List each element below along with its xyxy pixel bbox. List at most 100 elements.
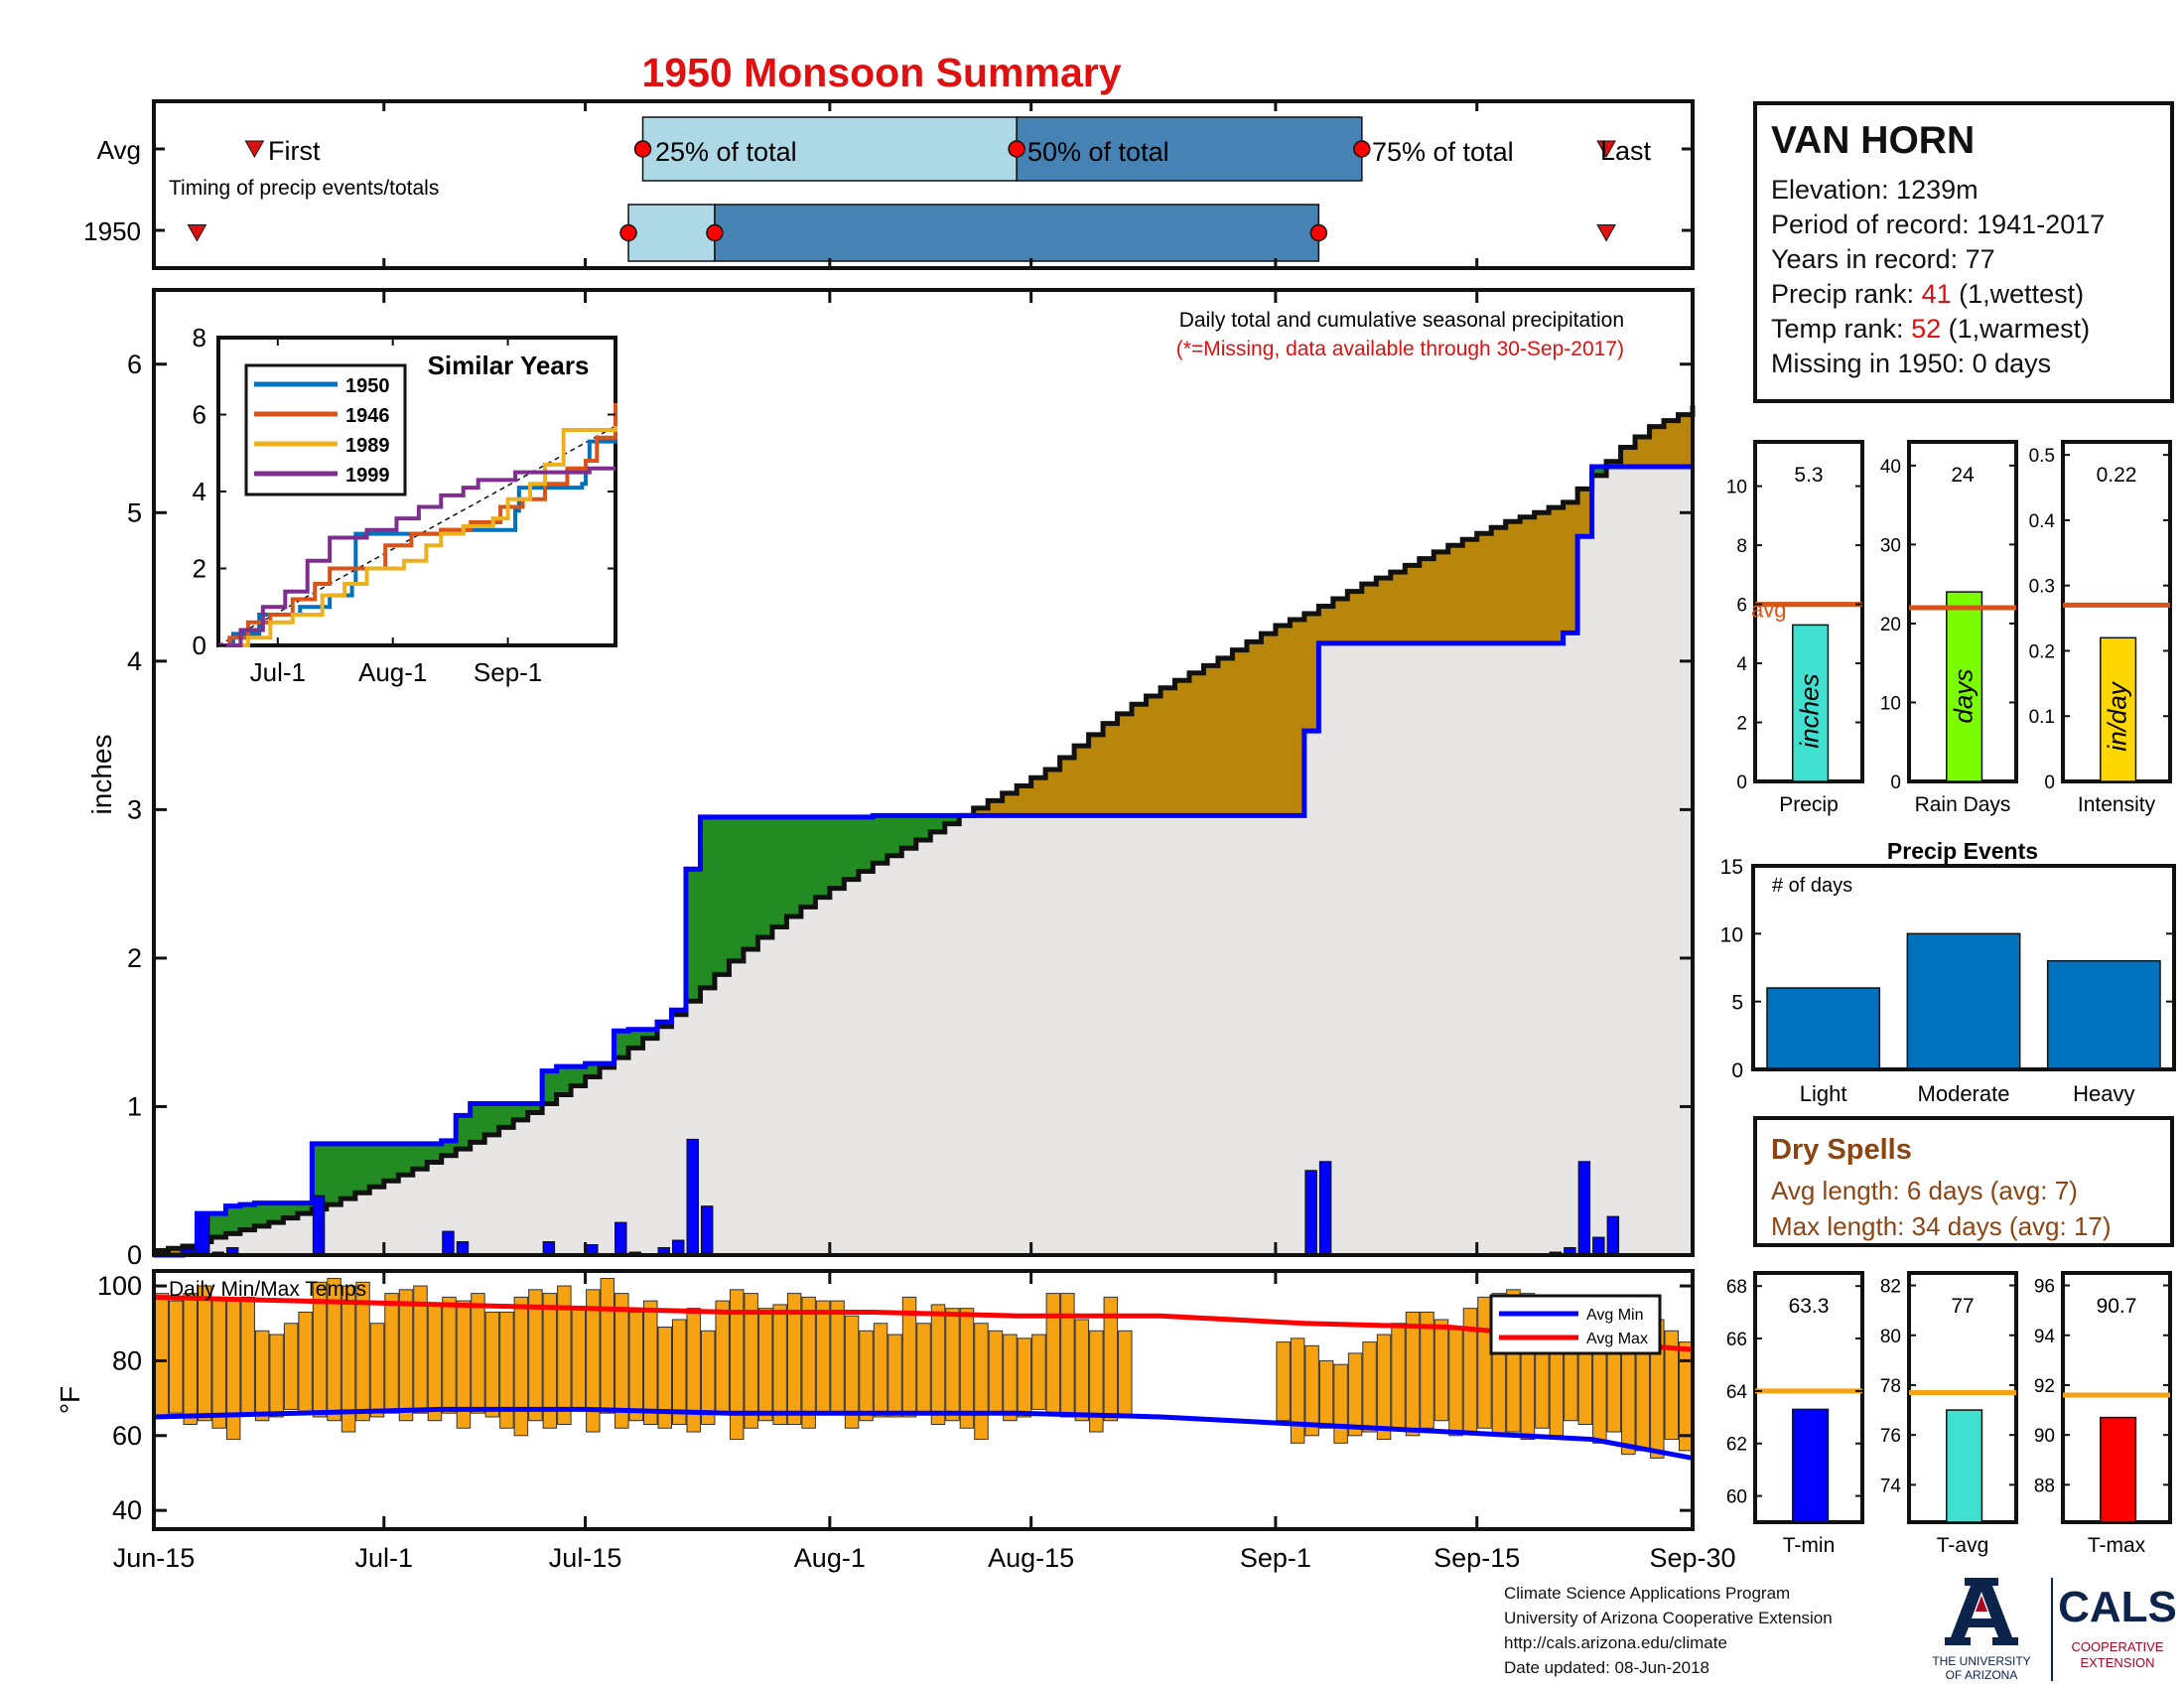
station-name: VAN HORN [1771, 119, 1976, 162]
surplus-area [901, 815, 917, 849]
years-label: Years in record: [1771, 244, 1959, 274]
small-panel-bar [1792, 624, 1830, 782]
event-ytick-label: 5 [1731, 992, 1743, 1015]
small-panel-tick-label: 60 [1726, 1487, 1747, 1508]
temp-range-bar [959, 1308, 975, 1429]
event-category-label: Heavy [2073, 1081, 2134, 1106]
small-panel-tick-label: 0.4 [2029, 511, 2056, 532]
temp-range-bar [901, 1296, 917, 1418]
dry-spells-avg: Avg length: 6 days (avg: 7) [1771, 1176, 2078, 1205]
deficit-area [1361, 584, 1377, 643]
inset-ytick-label: 8 [193, 323, 206, 352]
avg-min-line [153, 1406, 1694, 1461]
temp-range-bar [225, 1300, 241, 1441]
precip-events-panel: Precip Events Light Moderate Heavy 0 5 10 15 #… [1720, 838, 2176, 1106]
temp-range-bar [715, 1300, 730, 1414]
temp-range-bar [1017, 1337, 1032, 1418]
surplus-area [844, 816, 860, 880]
temp-range-bar [341, 1285, 356, 1433]
surplus-area [873, 815, 888, 864]
ua-a-inner [1976, 1596, 1987, 1612]
station-period: Period of record: 1941-2017 [1771, 208, 2156, 242]
surplus-area [556, 1066, 572, 1095]
temp-range-bar [1103, 1296, 1119, 1422]
years-value: 77 [1965, 244, 1995, 274]
deficit-area [1462, 539, 1478, 643]
small-panel-value: 0.22 [2097, 464, 2137, 487]
temp-range-bar [1031, 1334, 1046, 1410]
surplus-area [225, 1205, 241, 1234]
surplus-area [614, 1031, 629, 1058]
surplus-area [383, 1143, 399, 1182]
temp-range-bar [513, 1296, 529, 1437]
deficit-area [973, 807, 989, 816]
station-precip-rank: Precip rank: 41 (1,wettest) [1771, 277, 2156, 312]
main-chart-subtitle: (*=Missing, data available through 30-Se… [1176, 338, 1624, 360]
small-panel-tick-label: 0 [1890, 773, 1901, 793]
deficit-area [1563, 501, 1578, 633]
temp-rank-note: (1,warmest) [1948, 314, 2091, 344]
events-title: Precip Events [1887, 838, 2038, 864]
small-panel-xlabel: T-max [2088, 1534, 2146, 1557]
cals-wordmark: CALS [2058, 1583, 2177, 1631]
temp-range-bar [671, 1319, 687, 1425]
first-last-marker [187, 224, 207, 242]
main-ytick-label: 1 [127, 1091, 142, 1121]
small-panel-tick-label: 82 [1880, 1277, 1901, 1298]
deficit-area [1045, 770, 1061, 816]
temp-range-bar [1405, 1311, 1421, 1437]
small-panel-tick-label: 0.1 [2029, 707, 2055, 728]
temp-range-bar [298, 1311, 313, 1414]
main-ytick-label: 6 [127, 350, 142, 379]
temp-range-bar [945, 1308, 960, 1422]
inset-ytick-label: 6 [193, 400, 206, 430]
event-ytick-label: 0 [1731, 1059, 1743, 1082]
main-ytick-label: 2 [127, 943, 142, 973]
station-years: Years in record: 77 [1771, 242, 2156, 277]
small-panel-tick-label: 8 [1736, 536, 1747, 557]
surplus-area [312, 1143, 328, 1209]
temp-range-bar [1045, 1293, 1061, 1414]
missing-value: 0 days [1972, 349, 2052, 378]
temp-legend: Avg Min Avg Max [1489, 1294, 1662, 1355]
temp-range-bar [269, 1334, 284, 1418]
missing-label: Missing in 1950: [1771, 349, 1966, 378]
temp-range-bar [643, 1300, 658, 1425]
dry-spells-box: Dry Spells Avg length: 6 days (avg: 7) M… [1753, 1116, 2174, 1247]
deficit-area [168, 1248, 184, 1255]
inset-ytick-label: 2 [193, 554, 206, 584]
deficit-area [1505, 521, 1521, 643]
temp-range-bar [542, 1293, 558, 1429]
pct50-label: 50% of total [1027, 137, 1169, 167]
daily-precip-bar [1577, 1161, 1591, 1256]
small-panel-tick-label: 4 [1736, 654, 1747, 675]
year-cumulative-line [154, 464, 1693, 1258]
temp-range-bar [757, 1308, 773, 1422]
percentile-marker [1309, 223, 1328, 242]
surplus-area [456, 1115, 472, 1150]
temp-range-bar [1003, 1334, 1018, 1422]
surplus-area [369, 1143, 385, 1188]
small-panel-bar-label: inches [1795, 673, 1825, 748]
small-panel-tick-label: 30 [1880, 535, 1901, 556]
temp-range-bar [355, 1281, 370, 1422]
deficit-area [988, 800, 1004, 816]
surplus-area [930, 815, 946, 832]
temp-range-bar [1362, 1341, 1377, 1433]
year-q2-box [627, 204, 716, 262]
first-last-marker [244, 140, 265, 159]
small-panel-tick-label: 0 [1736, 773, 1747, 793]
deficit-area [1174, 680, 1190, 816]
temp-range-bar [1664, 1330, 1680, 1441]
precip-rank-value: 41 [1921, 279, 1952, 309]
temp-range-bar [211, 1296, 226, 1429]
station-missing: Missing in 1950: 0 days [1771, 347, 2156, 381]
small-panel-xlabel: Rain Days [1915, 793, 2011, 816]
temp-range-bar [974, 1323, 989, 1441]
credits: Climate Science Applications Program Uni… [1504, 1581, 1833, 1680]
events-frame [1751, 864, 2176, 1071]
percentile-marker [1353, 140, 1371, 158]
temp-legend-box [1489, 1294, 1662, 1355]
deficit-area [1491, 527, 1507, 643]
deficit-area [1332, 599, 1348, 643]
